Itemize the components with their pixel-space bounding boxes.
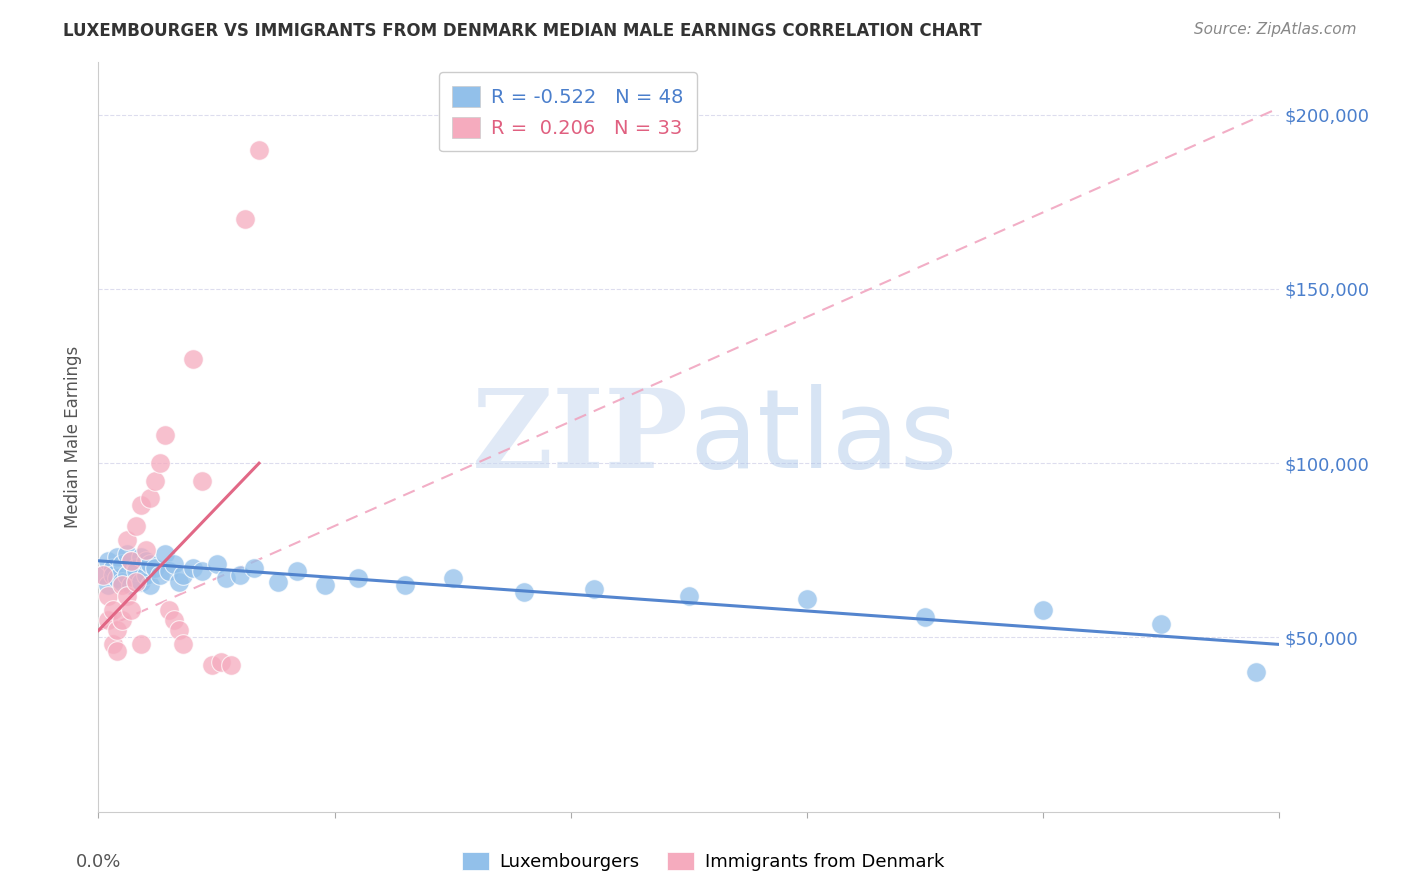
Point [125, 574, 148, 589]
Point [347, 571, 370, 585]
Point [135, 543, 157, 558]
Text: ZIP: ZIP [472, 384, 689, 491]
Point [153, 428, 176, 442]
Point [101, 602, 124, 616]
Point [243, 561, 266, 575]
Point [101, 637, 124, 651]
Point [181, 561, 204, 575]
Point [111, 558, 134, 572]
Point [129, 550, 152, 565]
Point [394, 578, 416, 592]
Text: atlas: atlas [689, 384, 957, 491]
Point [267, 574, 290, 589]
Point [97, 578, 120, 592]
Point [101, 567, 124, 582]
Point [135, 567, 157, 582]
Point [129, 637, 152, 651]
Legend: R = -0.522   N = 48, R =  0.206   N = 33: R = -0.522 N = 48, R = 0.206 N = 33 [439, 72, 697, 152]
Point [121, 602, 143, 616]
Point [512, 585, 534, 599]
Point [149, 456, 172, 470]
Point [139, 491, 162, 505]
Point [229, 567, 252, 582]
Point [135, 554, 157, 568]
Point [167, 624, 190, 638]
Point [111, 574, 134, 589]
Point [914, 609, 936, 624]
Point [583, 582, 606, 596]
Point [163, 613, 186, 627]
Point [105, 624, 128, 638]
Point [167, 574, 190, 589]
Point [97, 613, 120, 627]
Point [219, 658, 242, 673]
Point [209, 655, 232, 669]
Point [105, 550, 128, 565]
Point [796, 592, 818, 607]
Point [97, 589, 120, 603]
Point [139, 578, 162, 592]
Point [191, 474, 214, 488]
Point [314, 578, 336, 592]
Point [157, 564, 180, 578]
Point [139, 558, 162, 572]
Point [1150, 616, 1173, 631]
Point [105, 571, 128, 585]
Point [143, 561, 166, 575]
Point [91, 567, 114, 582]
Point [157, 602, 180, 616]
Point [101, 561, 124, 575]
Point [111, 578, 134, 592]
Point [163, 558, 186, 572]
Point [172, 567, 194, 582]
Point [125, 561, 148, 575]
Point [105, 644, 128, 658]
Point [149, 567, 172, 582]
Point [191, 564, 214, 578]
Point [441, 571, 464, 585]
Point [215, 571, 238, 585]
Point [115, 589, 138, 603]
Point [115, 533, 138, 547]
Y-axis label: Median Male Earnings: Median Male Earnings [65, 346, 83, 528]
Point [247, 143, 270, 157]
Point [129, 574, 152, 589]
Point [115, 547, 138, 561]
Point [111, 613, 134, 627]
Text: LUXEMBOURGER VS IMMIGRANTS FROM DENMARK MEDIAN MALE EARNINGS CORRELATION CHART: LUXEMBOURGER VS IMMIGRANTS FROM DENMARK … [63, 22, 981, 40]
Point [115, 567, 138, 582]
Point [143, 474, 166, 488]
Point [121, 554, 143, 568]
Point [125, 564, 148, 578]
Text: Source: ZipAtlas.com: Source: ZipAtlas.com [1194, 22, 1357, 37]
Point [201, 658, 224, 673]
Point [129, 498, 152, 512]
Point [121, 554, 143, 568]
Point [181, 351, 204, 366]
Point [91, 567, 114, 582]
Text: 0.0%: 0.0% [76, 853, 121, 871]
Point [1244, 665, 1267, 680]
Legend: Luxembourgers, Immigrants from Denmark: Luxembourgers, Immigrants from Denmark [454, 845, 952, 879]
Point [172, 637, 194, 651]
Point [97, 554, 120, 568]
Point [678, 589, 700, 603]
Point [121, 578, 143, 592]
Point [125, 519, 148, 533]
Point [153, 547, 176, 561]
Point [285, 564, 308, 578]
Point [233, 212, 256, 227]
Point [1032, 602, 1054, 616]
Point [205, 558, 228, 572]
